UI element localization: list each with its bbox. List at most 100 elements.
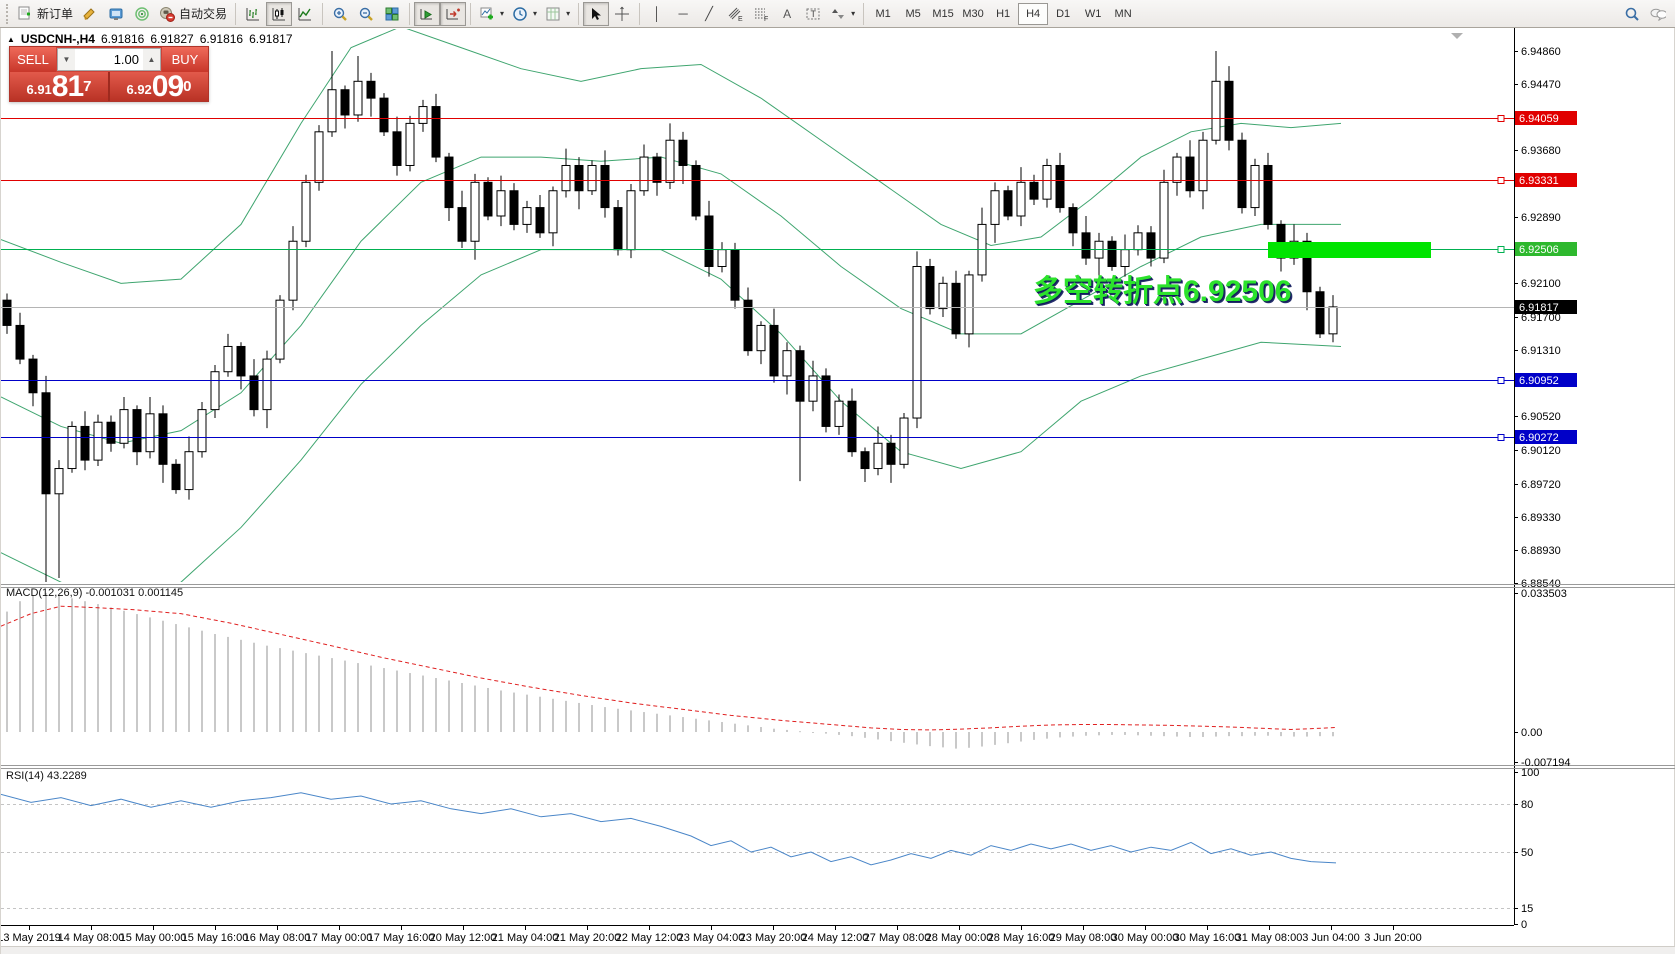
terminal-button[interactable]	[103, 2, 129, 26]
arrows-button[interactable]: ▾	[826, 2, 859, 26]
svg-text:13 May 2019: 13 May 2019	[1, 932, 61, 944]
toolbar-separator	[578, 2, 580, 25]
zoom-out-button[interactable]	[353, 2, 379, 26]
sell-button[interactable]: SELL	[10, 47, 56, 72]
candlestick-chart-icon	[271, 6, 287, 22]
timeframe-m1-button[interactable]: M1	[868, 3, 898, 25]
candlestick-chart-button[interactable]	[266, 1, 293, 26]
macd-histogram-bar	[877, 732, 879, 740]
crosshair-button[interactable]	[609, 2, 635, 26]
highlight-rectangle[interactable]	[1268, 242, 1431, 258]
candle	[1172, 156, 1182, 183]
macd-histogram-bar	[1098, 732, 1100, 736]
tile-windows-button[interactable]	[379, 2, 405, 26]
collapse-panel-icon[interactable]: ▲	[7, 34, 15, 44]
candle	[28, 358, 38, 394]
volume-decrease-button[interactable]: ▼	[58, 49, 75, 70]
macd-histogram-bar	[1072, 732, 1074, 737]
indicators-button[interactable]: ▾	[475, 2, 508, 26]
chevron-down-icon: ▾	[533, 9, 538, 18]
macd-histogram-bar	[240, 639, 242, 732]
chart-window: 6.94860 6.94470 6.93680 6.92890 6.92100 6.917…	[0, 28, 1675, 954]
buy-price-big: 09	[151, 70, 184, 103]
volume-increase-button[interactable]: ▲	[143, 49, 160, 70]
candle	[418, 106, 428, 124]
timeframe-mn-button[interactable]: MN	[1108, 3, 1138, 25]
macd-histogram-bar	[539, 696, 541, 732]
trendline-button[interactable]: ╱	[696, 2, 722, 26]
vertical-line-icon: │	[653, 5, 662, 21]
macd-histogram-bar	[214, 634, 216, 732]
timeframe-m30-button[interactable]: M30	[958, 3, 988, 25]
svg-text:6.90520: 6.90520	[1521, 411, 1561, 423]
line-chart-button[interactable]	[292, 2, 318, 26]
rsi-line	[1, 792, 1337, 866]
buy-price-display[interactable]: 6.92 09 0	[110, 70, 208, 103]
text-button[interactable]: A	[774, 2, 800, 26]
bar-chart-icon	[245, 6, 261, 22]
macd-histogram-bar	[1033, 732, 1035, 740]
periods-button[interactable]: ▾	[508, 2, 541, 26]
timeframe-d1-button[interactable]: D1	[1048, 3, 1078, 25]
candle	[2, 299, 12, 326]
volume-input[interactable]	[75, 49, 143, 70]
horizontal-line-button[interactable]: ─	[670, 2, 696, 26]
buy-button[interactable]: BUY	[162, 47, 208, 72]
chat-button[interactable]	[1645, 2, 1671, 26]
channel-button[interactable]: E	[722, 2, 748, 26]
new-order-button[interactable]: 新订单	[13, 2, 77, 26]
candle	[93, 421, 103, 461]
macd-histogram-bar	[994, 732, 996, 745]
svg-text:0.00: 0.00	[1521, 727, 1542, 739]
macd-histogram-bar	[1020, 732, 1022, 742]
macd-histogram-bar	[1254, 732, 1256, 736]
macd-histogram-bar	[786, 729, 788, 732]
timeframe-w1-button[interactable]: W1	[1078, 3, 1108, 25]
macd-histogram-bar	[266, 645, 268, 732]
macd-histogram-bar	[1085, 732, 1087, 736]
templates-button[interactable]: ▾	[541, 2, 574, 26]
timeframe-m5-button[interactable]: M5	[898, 3, 928, 25]
candle	[574, 164, 584, 192]
signals-button[interactable]	[129, 2, 155, 26]
chart-canvas[interactable]: 6.948606.944706.936806.928906.921006.917…	[1, 28, 1675, 954]
candle	[1315, 291, 1325, 335]
timeframe-m15-button[interactable]: M15	[928, 3, 958, 25]
annotation-text[interactable]: 多空转折点6.92506	[1033, 275, 1292, 308]
sell-price-display[interactable]: 6.91 81 7	[10, 72, 110, 102]
svg-text:30 May 16:00: 30 May 16:00	[1174, 932, 1241, 944]
svg-text:6.94059: 6.94059	[1519, 113, 1559, 125]
toolbar-grip[interactable]	[6, 3, 9, 24]
bar-chart-button[interactable]	[240, 2, 266, 26]
cursor-button[interactable]	[583, 1, 610, 26]
candle	[496, 190, 506, 217]
autotrading-label: 自动交易	[179, 7, 228, 21]
fibonacci-button[interactable]: F	[748, 2, 774, 26]
megaphone-button[interactable]	[77, 2, 103, 26]
candle	[145, 413, 155, 453]
macd-histogram-bar	[305, 653, 307, 732]
signals-icon	[134, 6, 150, 22]
timeframe-h4-button[interactable]: H4	[1018, 2, 1049, 25]
text-label-button[interactable]: T	[800, 2, 826, 26]
macd-histogram-bar	[526, 694, 528, 732]
search-button[interactable]	[1619, 2, 1645, 26]
candle	[405, 122, 415, 166]
shift-chart-button[interactable]	[440, 1, 467, 26]
vertical-line-button[interactable]: │	[644, 2, 670, 26]
candle	[990, 190, 1000, 225]
auto-scroll-button[interactable]	[414, 1, 441, 26]
macd-histogram-bar	[513, 692, 515, 732]
crosshair-icon	[614, 6, 630, 22]
candle	[561, 164, 571, 192]
zoom-in-button[interactable]	[327, 2, 353, 26]
autotrading-button[interactable]: 自动交易	[155, 2, 231, 26]
trendline-icon: ╱	[705, 5, 713, 21]
macd-histogram-bar	[227, 636, 229, 732]
macd-histogram-bar	[1215, 732, 1217, 737]
candle	[314, 131, 324, 183]
svg-text:28 May 00:00: 28 May 00:00	[926, 932, 993, 944]
search-icon	[1624, 6, 1640, 22]
timeframe-h1-button[interactable]: H1	[988, 3, 1018, 25]
macd-histogram-bar	[929, 732, 931, 747]
